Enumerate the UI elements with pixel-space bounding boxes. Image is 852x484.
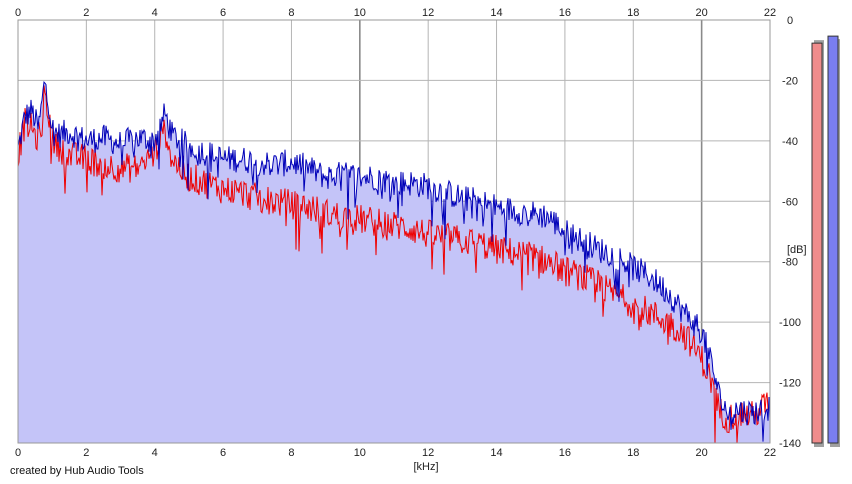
x-tick-label-bottom: 18	[627, 447, 639, 459]
y-ticks: 0 -20 -40 -60 -80 -100 -120 -140	[779, 15, 801, 450]
y-tick-label: -140	[779, 438, 801, 450]
y-tick-label: -20	[782, 75, 798, 87]
level-meter-bar	[811, 42, 823, 444]
x-tick-label-bottom: 20	[696, 447, 708, 459]
red-channel-line	[17, 85, 771, 444]
x-tick-label-bottom: 14	[490, 447, 502, 459]
x-tick-label-bottom: 16	[559, 447, 571, 459]
x-tick-label-bottom: 8	[288, 447, 294, 459]
x-tick-label-bottom: 0	[15, 447, 21, 459]
x-tick-label-bottom: 12	[422, 447, 434, 459]
x-tick-label-top: 18	[627, 7, 639, 19]
blue-channel-area	[18, 82, 770, 443]
x-tick-label-bottom: 22	[764, 447, 776, 459]
x-tick-label-top: 2	[83, 7, 89, 19]
x-axis-unit-label: [kHz]	[413, 461, 438, 473]
level-meter-bar	[827, 35, 839, 444]
x-tick-label-top: 12	[422, 7, 434, 19]
y-tick-label: -80	[782, 257, 798, 269]
y-tick-label: -60	[782, 196, 798, 208]
y-tick-label: 0	[787, 15, 793, 27]
x-ticks-bottom: 0 2 4 6 8 10 12 14 16 18 20 22	[15, 447, 776, 459]
x-tick-label-top: 0	[15, 7, 21, 19]
x-tick-label-top: 6	[220, 7, 226, 19]
plot-border	[17, 19, 771, 444]
y-axis-unit-label: [dB]	[787, 244, 807, 256]
x-tick-label-top: 4	[152, 7, 158, 19]
y-tick-label: -40	[782, 136, 798, 148]
x-tick-label-top: 14	[490, 7, 502, 19]
x-tick-label-bottom: 6	[220, 447, 226, 459]
y-tick-label: -100	[779, 317, 801, 329]
x-tick-label-top: 10	[354, 7, 366, 19]
x-tick-label-top: 16	[559, 7, 571, 19]
x-tick-label-bottom: 10	[354, 447, 366, 459]
credit-text: created by Hub Audio Tools	[10, 465, 144, 477]
x-tick-label-top: 8	[288, 7, 294, 19]
level-meters	[811, 35, 840, 448]
x-tick-label-top: 22	[764, 7, 776, 19]
x-ticks-top: 0 2 4 6 8 10 12 14 16 18 20 22	[15, 7, 776, 19]
x-tick-label-bottom: 4	[152, 447, 158, 459]
blue-channel-line	[17, 80, 771, 442]
x-tick-label-bottom: 2	[83, 447, 89, 459]
x-tick-label-top: 20	[696, 7, 708, 19]
y-tick-label: -120	[779, 378, 801, 390]
